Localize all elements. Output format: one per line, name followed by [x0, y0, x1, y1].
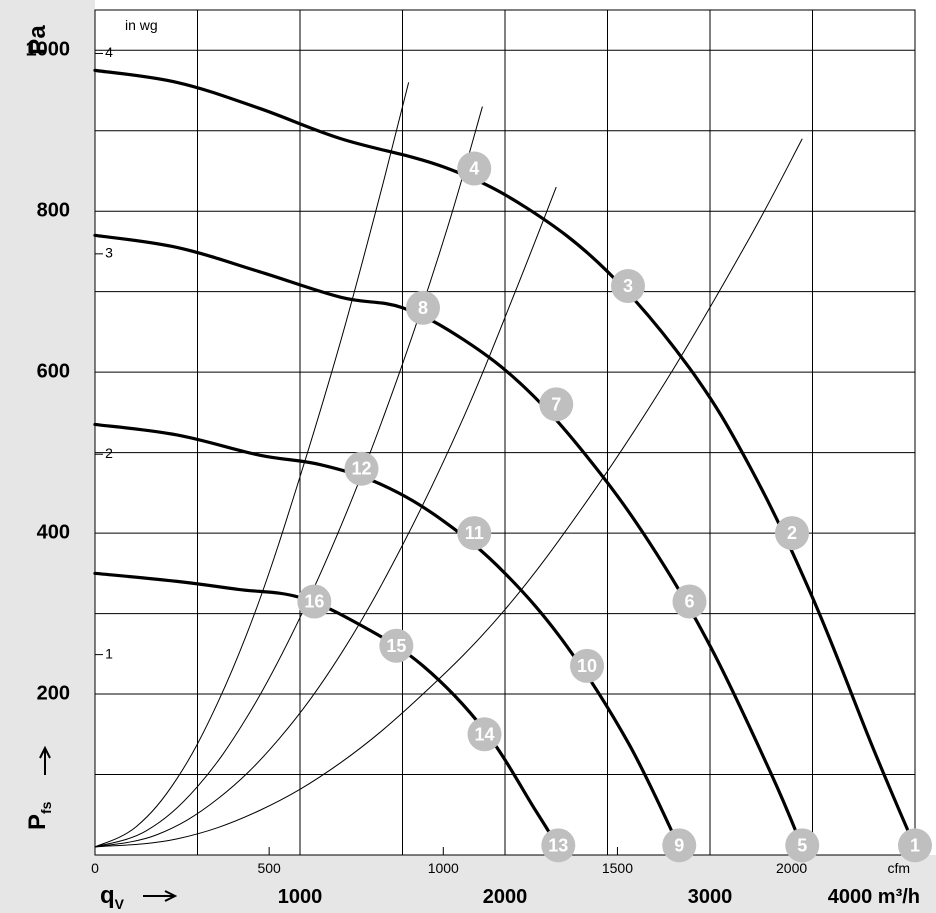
- y-axis-title: Pa: [24, 25, 51, 55]
- x2-tick-2000: 2000: [776, 860, 807, 876]
- y2-unit: in wg: [125, 17, 158, 33]
- y-tick-400: 400: [37, 521, 70, 543]
- marker-label-12: 12: [351, 459, 371, 479]
- y2-tick-1: 1: [105, 645, 113, 661]
- y2-tick-3: 3: [105, 245, 113, 261]
- marker-label-11: 11: [465, 523, 484, 543]
- x-tick-4000: 4000 m³/h: [828, 886, 920, 908]
- x2-tick-0: 0: [91, 860, 99, 876]
- x-tick-3000: 3000: [688, 886, 733, 908]
- x2-tick-1500: 1500: [602, 860, 633, 876]
- y-tick-600: 600: [37, 360, 70, 382]
- x2-tick-1000: 1000: [428, 860, 459, 876]
- marker-label-3: 3: [623, 276, 633, 296]
- fan-curve-chart: 1234567891011121314151620040060080010001…: [0, 0, 936, 913]
- y-tick-800: 800: [37, 199, 70, 221]
- y2-tick-4: 4: [105, 44, 113, 60]
- marker-label-8: 8: [418, 298, 428, 318]
- marker-label-2: 2: [787, 523, 797, 543]
- marker-label-4: 4: [469, 159, 479, 179]
- x-tick-2000: 2000: [483, 886, 528, 908]
- marker-label-13: 13: [548, 835, 568, 855]
- marker-label-15: 15: [386, 636, 406, 656]
- marker-label-14: 14: [474, 724, 494, 744]
- x-tick-1000: 1000: [278, 886, 323, 908]
- x2-unit: cfm: [887, 860, 910, 876]
- marker-label-6: 6: [684, 592, 694, 612]
- marker-label-1: 1: [910, 835, 920, 855]
- y-axis-band: [0, 0, 95, 913]
- marker-label-10: 10: [577, 656, 597, 676]
- marker-label-7: 7: [551, 394, 561, 414]
- marker-label-9: 9: [674, 835, 684, 855]
- x2-tick-500: 500: [257, 860, 281, 876]
- marker-label-16: 16: [304, 592, 324, 612]
- y2-tick-2: 2: [105, 445, 113, 461]
- marker-label-5: 5: [797, 835, 807, 855]
- y-tick-200: 200: [37, 682, 70, 704]
